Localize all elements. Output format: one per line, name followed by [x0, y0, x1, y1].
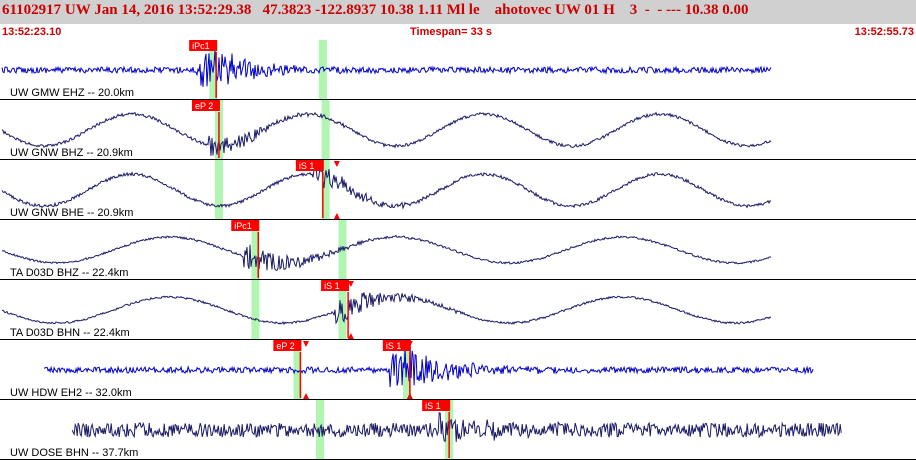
pick-marker	[302, 341, 309, 347]
analysis-window	[318, 40, 327, 100]
pick-flag	[231, 220, 260, 231]
start-time: 13:52:23.10	[2, 26, 62, 38]
seismogram-panels[interactable]: iPc1 UW GMW EHZ -- 20.0km eP 2 UW GNW BHZ -…	[0, 40, 916, 460]
pick-marker	[347, 333, 354, 339]
pick-marker	[347, 281, 354, 287]
event-summary: 61102917 UW Jan 14, 2016 13:52:29.38 47.…	[2, 2, 749, 18]
pick-label: eP 2	[276, 341, 294, 351]
analysis-window	[251, 280, 260, 340]
analysis-window	[251, 220, 260, 280]
pick-flag	[422, 400, 451, 411]
pick-flag	[321, 280, 350, 291]
waveform-trace	[1, 234, 772, 271]
pick-label: iPc1	[234, 221, 252, 231]
pick-label: iS 1	[425, 401, 441, 411]
pick-flag	[382, 340, 411, 351]
analysis-window	[293, 340, 302, 400]
pick-flag	[295, 160, 324, 171]
pick-label: iS 1	[324, 281, 340, 291]
waveform-trace	[1, 111, 772, 156]
station-label: TA D03D BHZ -- 22.4km	[10, 267, 128, 279]
station-label: TA D03D BHN -- 22.4km	[10, 327, 130, 339]
pick-marker	[333, 213, 340, 219]
pick-flag	[191, 100, 220, 111]
pick-label: iPc1	[192, 41, 210, 51]
event-header: 61102917 UW Jan 14, 2016 13:52:29.38 47.…	[0, 0, 916, 24]
pick-flag	[273, 340, 302, 351]
waveform-trace	[1, 50, 772, 87]
analysis-window	[321, 160, 330, 220]
timespan-label: Timespan= 33 s	[410, 26, 493, 38]
pick-label: iS 1	[386, 341, 402, 351]
analysis-window	[321, 100, 330, 160]
waveform-trace	[43, 348, 814, 388]
waveform-trace	[1, 165, 772, 210]
analysis-window	[338, 220, 347, 280]
pick-marker	[333, 161, 340, 167]
end-time: 13:52:55.73	[854, 26, 914, 38]
station-label: UW HDW EH2 -- 32.0km	[10, 387, 132, 399]
pick-flag	[189, 40, 218, 51]
station-label: UW GNW BHZ -- 20.9km	[10, 147, 133, 159]
waveform-trace	[1, 292, 772, 326]
pick-marker	[406, 341, 413, 347]
station-label: UW GNW BHE -- 20.9km	[10, 207, 133, 219]
waveform-trace	[71, 412, 842, 443]
station-label: UW GMW EHZ -- 20.0km	[10, 87, 134, 99]
analysis-window	[214, 160, 223, 220]
pick-marker	[302, 393, 309, 399]
pick-label: eP 2	[195, 101, 213, 111]
station-label: UW DOSE BHN -- 37.7km	[10, 447, 138, 459]
pick-marker	[406, 393, 413, 399]
pick-label: iS 1	[299, 161, 315, 171]
